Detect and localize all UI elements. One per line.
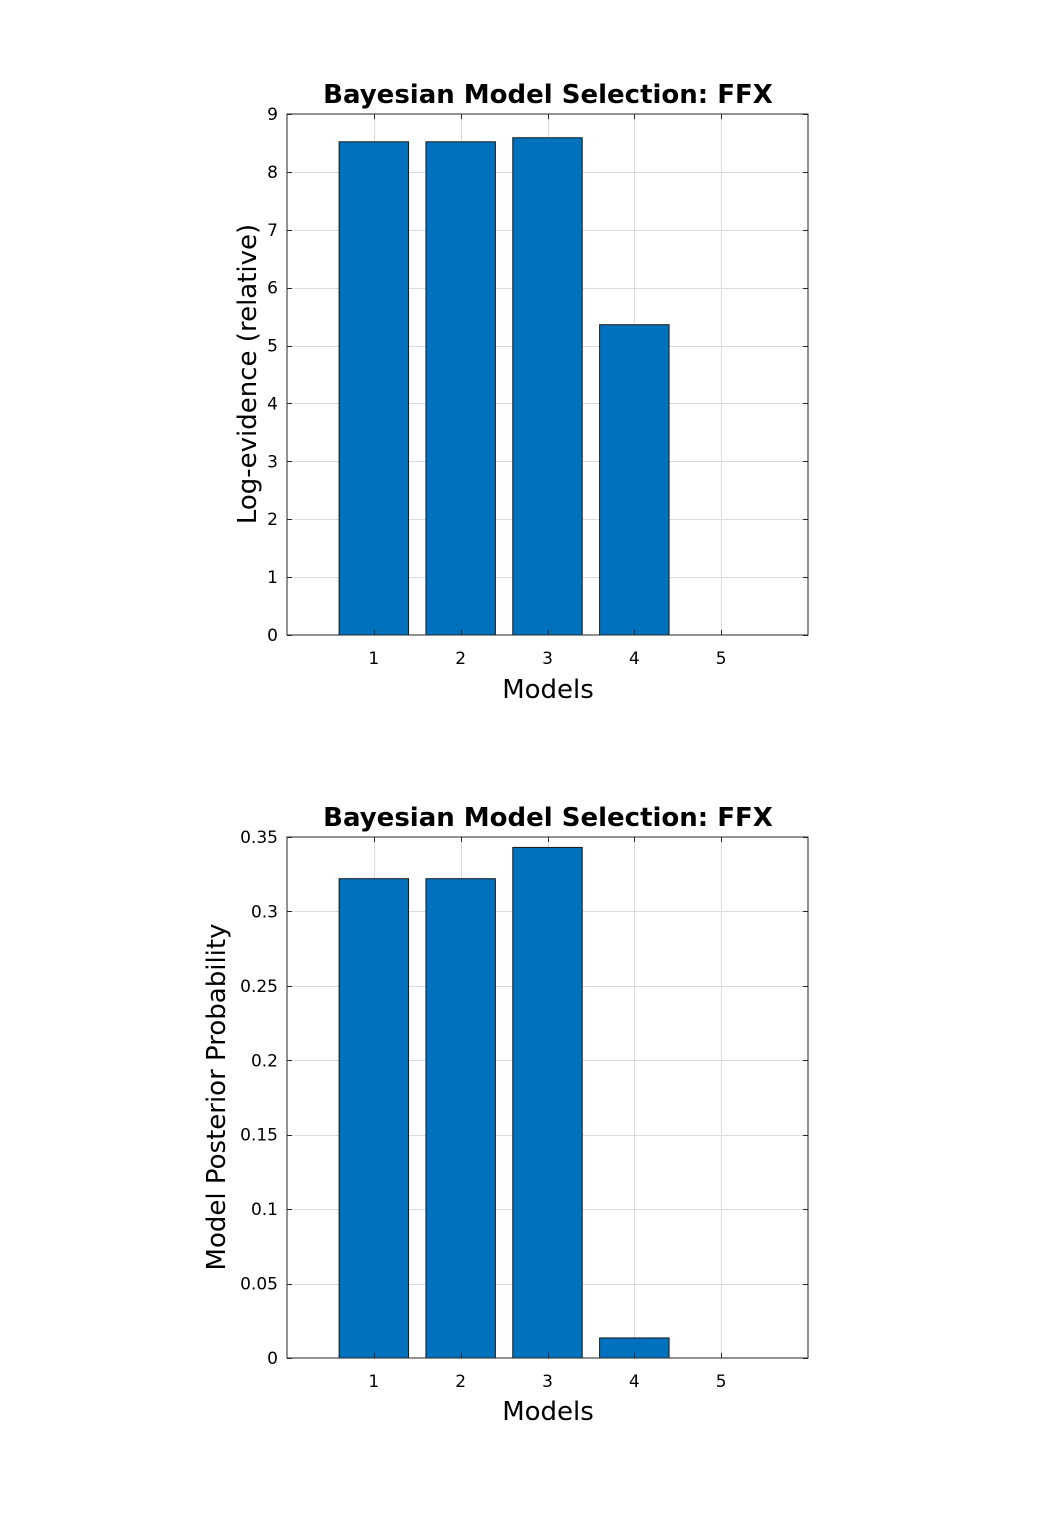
y-tick-label: 3 bbox=[267, 452, 278, 472]
y-tick-label: 5 bbox=[267, 337, 278, 357]
plot-frame bbox=[286, 113, 809, 636]
y-tick-label: 2 bbox=[267, 510, 278, 530]
x-axis-label: Models bbox=[502, 675, 594, 705]
y-tick-label: 6 bbox=[267, 279, 278, 299]
x-tick-label: 4 bbox=[629, 1372, 640, 1392]
chart-posterior-probability: Bayesian Model Selection: FFX 1 2 3 4 5 0 0.05… bbox=[202, 803, 809, 1427]
y-tick-label: 0 bbox=[267, 626, 278, 646]
chart-title: Bayesian Model Selection: FFX bbox=[323, 803, 773, 833]
x-tick-label: 2 bbox=[455, 649, 466, 669]
x-tick-label: 2 bbox=[455, 1372, 466, 1392]
x-tick-label: 1 bbox=[368, 649, 379, 669]
chart-title: Bayesian Model Selection: FFX bbox=[323, 80, 773, 110]
y-tick-label: 0.05 bbox=[240, 1275, 278, 1295]
bar-model-3 bbox=[512, 137, 583, 636]
bar-model-2 bbox=[425, 878, 496, 1359]
bar-model-1 bbox=[338, 878, 410, 1359]
y-tick-label: 0.2 bbox=[251, 1051, 278, 1071]
bars bbox=[338, 846, 670, 1359]
x-tick-label: 3 bbox=[542, 1372, 553, 1392]
x-tick-label: 4 bbox=[629, 649, 640, 669]
y-tick-label: 4 bbox=[267, 394, 278, 414]
y-tick-label: 0.35 bbox=[240, 828, 278, 848]
bar-model-1 bbox=[338, 141, 410, 636]
y-axis-label: Model Posterior Probability bbox=[202, 924, 232, 1271]
y-tick-label: 0 bbox=[267, 1349, 278, 1369]
y-tick-label: 0.1 bbox=[251, 1200, 278, 1220]
ticks: 1 2 3 4 5 0 1 2 3 4 5 6 7 8 9 bbox=[267, 105, 808, 669]
chart-log-evidence: Bayesian Model Selection: FFX 1 2 3 4 5 0 1 2 3 4… bbox=[233, 80, 809, 705]
y-tick-label: 1 bbox=[267, 568, 278, 588]
y-axis-label: Log-evidence (relative) bbox=[233, 224, 263, 524]
bars bbox=[338, 137, 670, 636]
bar-model-4 bbox=[599, 324, 670, 636]
y-tick-label: 0.15 bbox=[240, 1126, 278, 1146]
x-tick-label: 1 bbox=[368, 1372, 379, 1392]
y-tick-label: 9 bbox=[267, 105, 278, 125]
x-tick-label: 5 bbox=[716, 649, 727, 669]
plot-frame bbox=[286, 836, 809, 1359]
bar-model-3 bbox=[512, 846, 583, 1359]
x-tick-label: 3 bbox=[542, 649, 553, 669]
y-tick-label: 7 bbox=[267, 221, 278, 241]
y-tick-label: 0.3 bbox=[251, 902, 278, 922]
y-tick-label: 8 bbox=[267, 163, 278, 183]
ticks: 1 2 3 4 5 0 0.05 0.1 0.15 0.2 0.25 0.3 0.35 bbox=[240, 828, 808, 1392]
x-axis-label: Models bbox=[502, 1397, 594, 1427]
x-tick-label: 5 bbox=[716, 1372, 727, 1392]
y-tick-label: 0.25 bbox=[240, 977, 278, 997]
bar-model-2 bbox=[425, 141, 496, 636]
